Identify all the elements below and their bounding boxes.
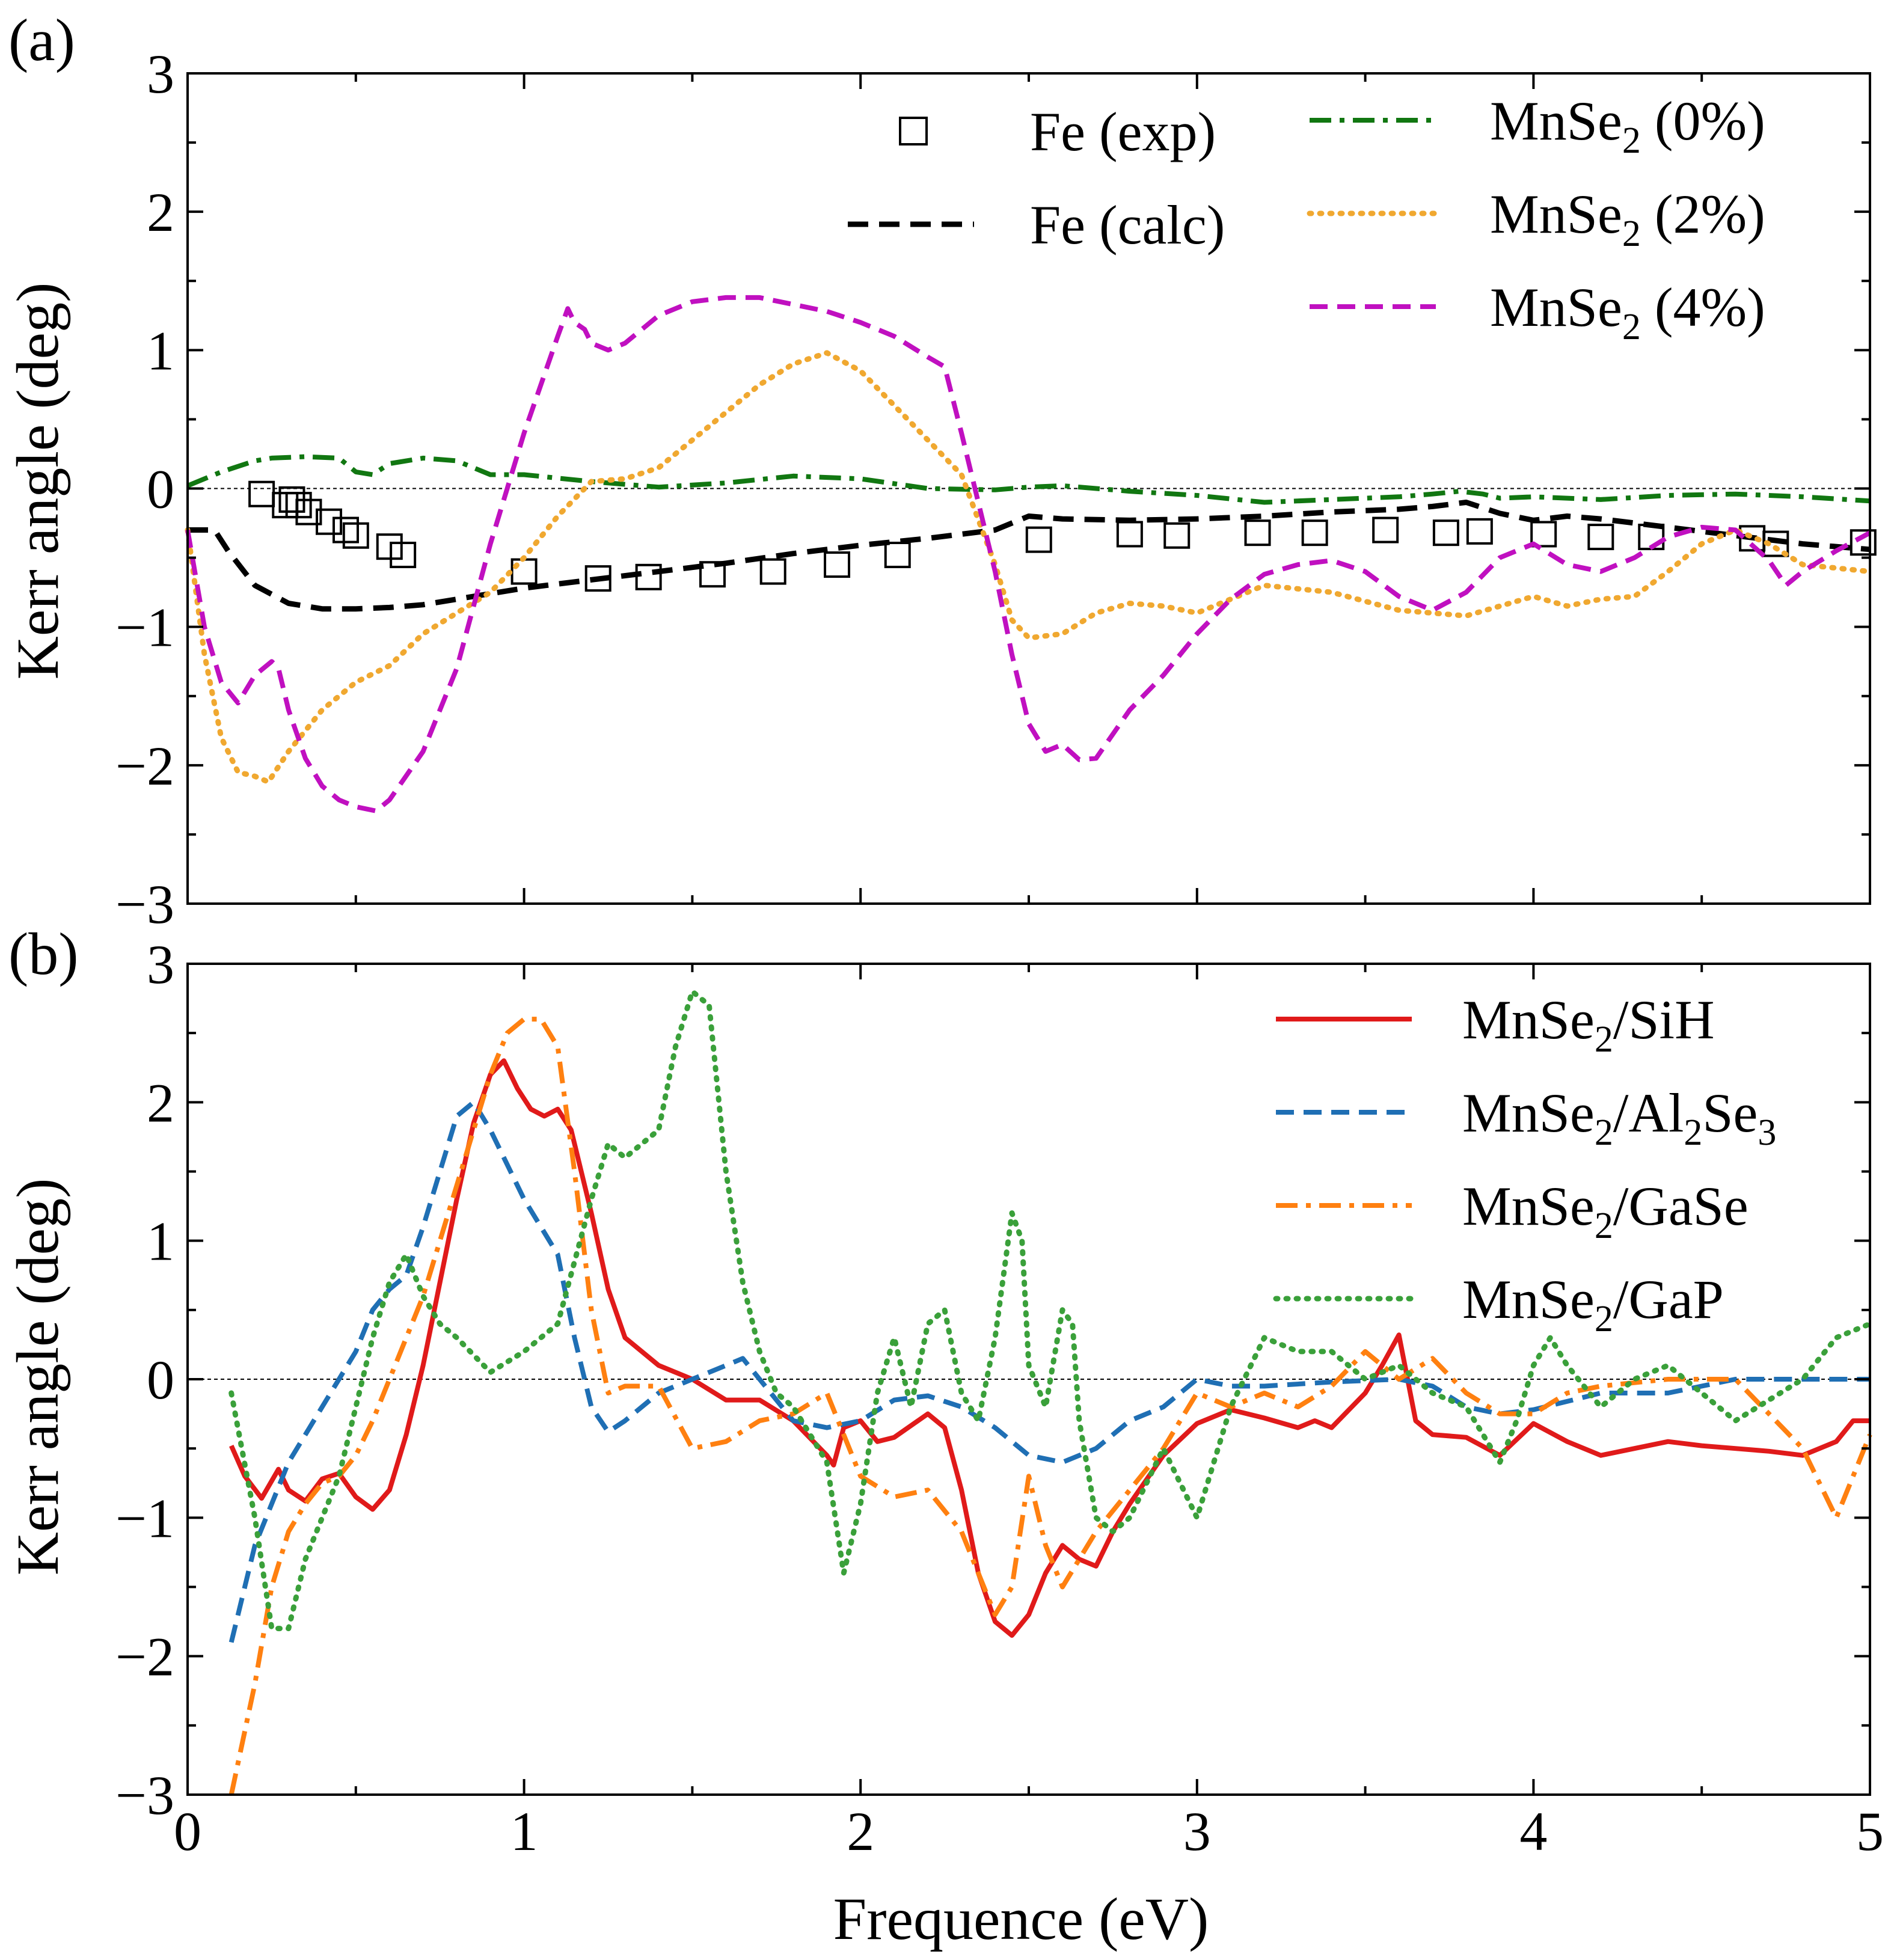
data-point-square bbox=[295, 498, 322, 525]
legend-label: MnSe2/GaSe bbox=[1462, 1175, 1749, 1246]
data-point-square bbox=[248, 480, 275, 507]
legend-entry: Fe (calc) bbox=[848, 194, 1225, 256]
panel-b-ylabel-group: Kerr angle (deg) bbox=[4, 1178, 71, 1576]
panel-a-legend: Fe (exp) Fe (calc) MnSe2 (0%) MnSe2 (2%) MnS… bbox=[848, 90, 1765, 348]
legend-marker-square bbox=[899, 117, 928, 145]
panel-a-ylabel-group: Kerr angle (deg) bbox=[4, 283, 71, 680]
panel-b-legend: MnSe2/SiH MnSe2/Al2Se3 MnSe2/GaSe MnSe2/GaP bbox=[1273, 989, 1776, 1340]
panel-b-xtick-labels: 0 1 2 3 4 5 bbox=[174, 1801, 1884, 1862]
legend-entry: MnSe2 (4%) bbox=[1310, 277, 1765, 348]
data-point-square bbox=[1372, 516, 1399, 544]
legend-entry: MnSe2 (0%) bbox=[1310, 90, 1765, 161]
data-point-square bbox=[1762, 530, 1789, 557]
panel-a-ticks bbox=[186, 72, 1871, 905]
series-line-a-2 bbox=[186, 454, 1871, 505]
panel-b-series-group bbox=[228, 988, 1873, 1795]
data-point-square bbox=[376, 533, 403, 560]
legend-label: MnSe2/Al2Se3 bbox=[1462, 1082, 1776, 1153]
legend-label: Fe (calc) bbox=[1030, 194, 1225, 256]
legend-label: MnSe2/GaP bbox=[1462, 1269, 1724, 1340]
y-tick-label: 3 bbox=[147, 43, 174, 105]
panel-b-label: (b) bbox=[8, 920, 79, 987]
series-line-a-4 bbox=[185, 295, 1871, 813]
data-point-square bbox=[1587, 524, 1614, 551]
data-point-square bbox=[285, 492, 312, 519]
data-point-square bbox=[390, 541, 417, 568]
data-point-square bbox=[1163, 522, 1191, 549]
panel-a-label: (a) bbox=[8, 7, 75, 73]
y-tick-label: 0 bbox=[147, 1349, 174, 1410]
y-tick-label: −3 bbox=[115, 874, 174, 935]
data-point-square bbox=[1244, 519, 1271, 547]
data-point-square bbox=[333, 516, 360, 544]
data-point-square bbox=[1466, 518, 1493, 545]
series-line-a-1 bbox=[188, 500, 1871, 612]
legend-entry: MnSe2/GaSe bbox=[1276, 1175, 1749, 1246]
panel-a-frame bbox=[186, 72, 1871, 905]
data-point-square bbox=[1116, 521, 1143, 548]
y-tick-label: 1 bbox=[147, 320, 174, 381]
legend-label: MnSe2 (2%) bbox=[1490, 183, 1765, 254]
series-line-b-2 bbox=[228, 1017, 1872, 1795]
legend-label: Fe (exp) bbox=[1030, 101, 1216, 162]
panel-a-ylabel: Kerr angle (deg) bbox=[4, 283, 71, 680]
data-point-square bbox=[342, 522, 369, 549]
data-point-square bbox=[1530, 521, 1557, 548]
legend-entry: MnSe2/SiH bbox=[1276, 989, 1715, 1060]
series-line-a-3 bbox=[185, 350, 1873, 785]
data-point-square bbox=[1432, 519, 1459, 547]
x-tick-label: 1 bbox=[510, 1801, 538, 1862]
legend-label: MnSe2 (0%) bbox=[1490, 90, 1765, 161]
panel-b-ylabel: Kerr angle (deg) bbox=[4, 1178, 71, 1576]
x-tick-label: 2 bbox=[847, 1801, 874, 1862]
series-line-b-0 bbox=[229, 1058, 1870, 1638]
panel-b-frame bbox=[186, 963, 1871, 1796]
legend-label: MnSe2 (4%) bbox=[1490, 277, 1765, 348]
y-tick-label: 2 bbox=[147, 1072, 174, 1133]
x-tick-label: 0 bbox=[174, 1801, 201, 1862]
y-tick-label: 0 bbox=[147, 459, 174, 520]
y-tick-label: 3 bbox=[147, 934, 174, 995]
data-point-square bbox=[824, 551, 851, 578]
legend-entry: MnSe2/Al2Se3 bbox=[1276, 1082, 1776, 1153]
legend-entry: MnSe2/GaP bbox=[1273, 1269, 1724, 1340]
data-point-square bbox=[884, 541, 911, 568]
y-tick-label: −3 bbox=[115, 1765, 174, 1826]
legend-entry: Fe (exp) bbox=[899, 101, 1216, 162]
panel-a-series-group bbox=[185, 295, 1877, 813]
series-line-b-1 bbox=[228, 1100, 1870, 1643]
data-point-square bbox=[699, 561, 726, 588]
panel-b: (b) Kerr angle (deg) −3 −2 −1 0 1 2 3 0 1 2 3 4 5 M… bbox=[4, 920, 1884, 1862]
x-tick-label: 4 bbox=[1519, 1801, 1547, 1862]
series-line-b-3 bbox=[228, 988, 1873, 1632]
x-tick-label: 3 bbox=[1183, 1801, 1211, 1862]
y-tick-label: 2 bbox=[147, 182, 174, 243]
data-point-square bbox=[759, 558, 786, 585]
data-point-square bbox=[272, 492, 299, 519]
x-tick-label: 5 bbox=[1856, 1801, 1884, 1862]
data-point-square bbox=[1025, 526, 1052, 553]
panel-a: (a) Kerr angle (deg) −3 −2 −1 0 1 2 3 Fe (exp)… bbox=[4, 7, 1877, 935]
data-point-square bbox=[635, 563, 662, 590]
panel-a-ytick-labels: −3 −2 −1 0 1 2 3 bbox=[115, 43, 174, 935]
legend-entry: MnSe2 (2%) bbox=[1307, 183, 1765, 254]
data-point-square bbox=[1850, 529, 1877, 556]
data-point-square bbox=[1301, 519, 1328, 547]
y-tick-label: −1 bbox=[115, 1487, 174, 1549]
y-tick-label: −1 bbox=[115, 597, 174, 658]
panel-b-ytick-labels: −3 −2 −1 0 1 2 3 bbox=[115, 934, 174, 1826]
x-axis-label: Frequence (eV) bbox=[833, 1885, 1209, 1952]
legend-label: MnSe2/SiH bbox=[1462, 989, 1715, 1060]
y-tick-label: 1 bbox=[147, 1211, 174, 1272]
y-tick-label: −2 bbox=[115, 735, 174, 797]
data-point-square bbox=[316, 508, 343, 535]
y-tick-label: −2 bbox=[115, 1626, 174, 1688]
